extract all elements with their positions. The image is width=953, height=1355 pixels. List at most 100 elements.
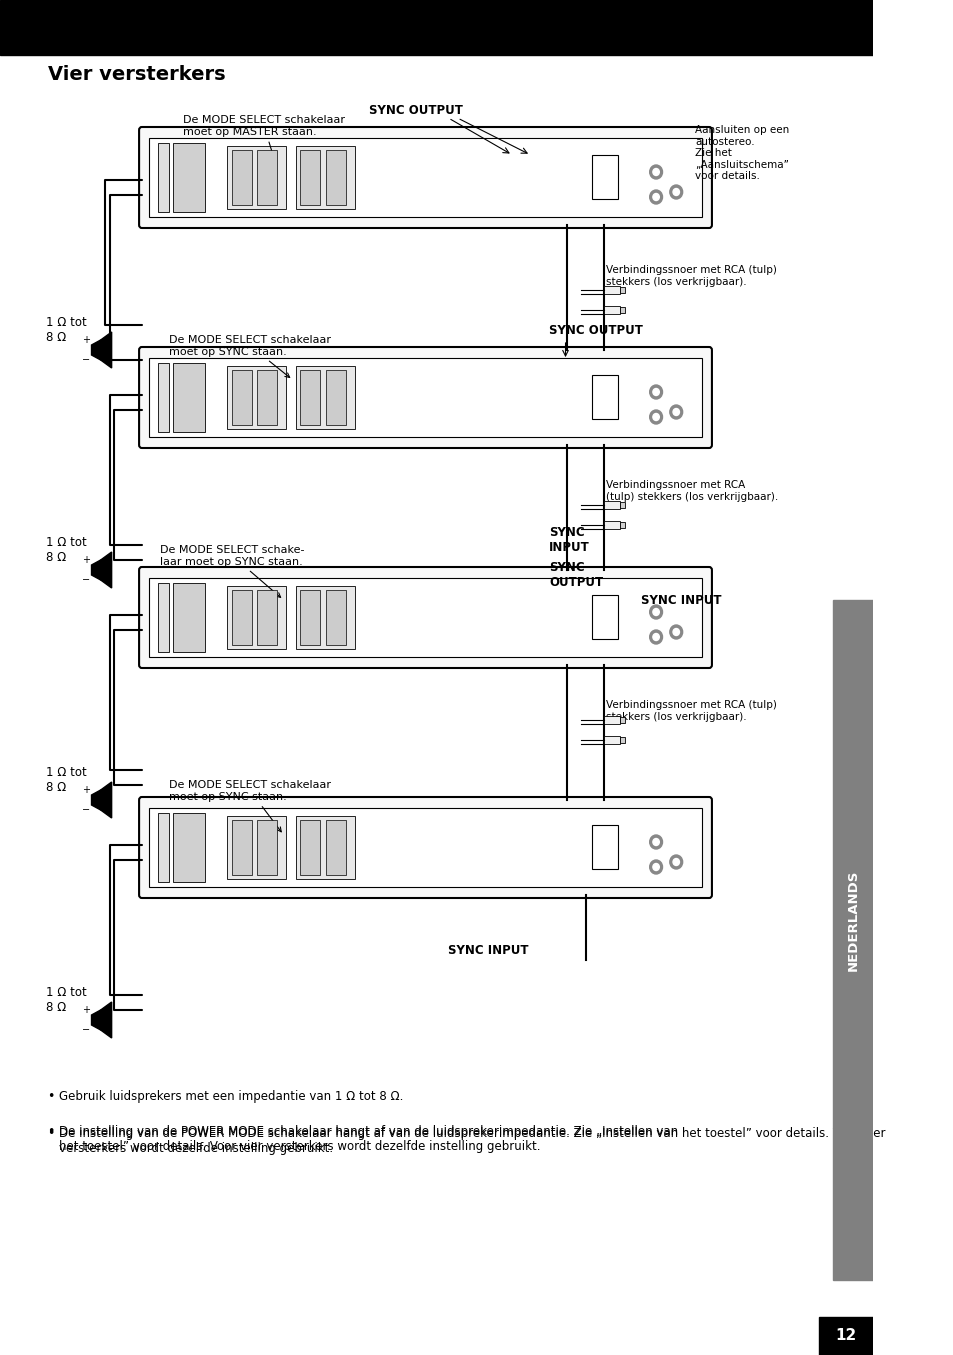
Text: Verbindingssnoer met RCA
(tulp) stekkers (los verkrijgbaar).: Verbindingssnoer met RCA (tulp) stekkers… xyxy=(605,480,778,501)
Text: 12: 12 xyxy=(834,1328,855,1344)
Bar xyxy=(257,589,277,645)
Bar xyxy=(325,820,346,875)
Text: Aansluiten op een
autostereo.
Zie het
„Aansluitschema”
voor details.: Aansluiten op een autostereo. Zie het „A… xyxy=(695,125,789,182)
Bar xyxy=(172,144,205,211)
Circle shape xyxy=(652,194,659,201)
Bar xyxy=(300,589,320,645)
Text: De MODE SELECT schakelaar
moet op SYNC staan.: De MODE SELECT schakelaar moet op SYNC s… xyxy=(169,335,331,378)
Bar xyxy=(227,816,286,879)
Text: SYNC INPUT: SYNC INPUT xyxy=(639,593,720,607)
Bar xyxy=(818,1317,872,1355)
Circle shape xyxy=(649,411,661,424)
Bar xyxy=(172,583,205,652)
Text: SYNC OUTPUT: SYNC OUTPUT xyxy=(549,324,642,336)
Bar xyxy=(300,150,320,205)
Circle shape xyxy=(669,405,682,419)
Text: •: • xyxy=(48,1089,55,1103)
Text: SYNC INPUT: SYNC INPUT xyxy=(448,943,528,957)
Bar xyxy=(257,150,277,205)
Bar xyxy=(603,286,619,294)
Bar xyxy=(619,308,624,313)
Bar xyxy=(325,150,346,205)
Circle shape xyxy=(652,863,659,870)
Circle shape xyxy=(669,855,682,869)
Text: Verbindingssnoer met RCA (tulp)
stekkers (los verkrijgbaar).: Verbindingssnoer met RCA (tulp) stekkers… xyxy=(605,701,776,722)
Circle shape xyxy=(652,168,659,176)
Bar xyxy=(232,589,252,645)
Polygon shape xyxy=(101,1001,112,1038)
Text: Gebruik luidsprekers met een impedantie van 1 Ω tot 8 Ω.: Gebruik luidsprekers met een impedantie … xyxy=(59,1089,403,1103)
Bar xyxy=(325,370,346,425)
Bar xyxy=(619,501,624,508)
Bar xyxy=(149,808,701,888)
Polygon shape xyxy=(91,1009,101,1030)
Circle shape xyxy=(649,604,661,619)
Bar xyxy=(619,737,624,743)
Text: SYNC
OUTPUT: SYNC OUTPUT xyxy=(549,561,602,589)
Bar xyxy=(300,820,320,875)
Circle shape xyxy=(652,389,659,396)
Circle shape xyxy=(672,859,679,866)
Text: De MODE SELECT schakelaar
moet op SYNC staan.: De MODE SELECT schakelaar moet op SYNC s… xyxy=(169,780,331,832)
Polygon shape xyxy=(91,340,101,360)
Text: 1 Ω tot
8 Ω: 1 Ω tot 8 Ω xyxy=(46,316,87,344)
Bar xyxy=(619,287,624,293)
Polygon shape xyxy=(101,782,112,818)
Polygon shape xyxy=(91,790,101,810)
Circle shape xyxy=(672,408,679,416)
Bar xyxy=(232,820,252,875)
Bar xyxy=(592,154,617,199)
Bar xyxy=(295,146,355,209)
Bar xyxy=(619,717,624,724)
Text: −: − xyxy=(82,805,90,814)
Text: +: + xyxy=(82,1005,90,1015)
Bar xyxy=(158,813,169,882)
Bar xyxy=(592,825,617,869)
Bar xyxy=(232,150,252,205)
Circle shape xyxy=(649,630,661,644)
Text: +: + xyxy=(82,556,90,565)
Bar xyxy=(257,820,277,875)
Text: De instelling van de POWER MODE schakelaar hangt af van de luidsprekerimpedantie: De instelling van de POWER MODE schakela… xyxy=(59,1127,885,1154)
Circle shape xyxy=(652,839,659,846)
Text: De instelling van de POWER MODE schakelaar hangt af van de luidsprekerimpedantie: De instelling van de POWER MODE schakela… xyxy=(59,1125,678,1153)
Circle shape xyxy=(652,634,659,641)
Text: SYNC OUTPUT: SYNC OUTPUT xyxy=(369,103,463,117)
Bar xyxy=(227,146,286,209)
Bar xyxy=(149,138,701,217)
Text: −: − xyxy=(82,1024,90,1035)
Circle shape xyxy=(669,186,682,199)
Text: −: − xyxy=(82,575,90,585)
Bar xyxy=(172,813,205,882)
Bar xyxy=(603,522,619,528)
Circle shape xyxy=(649,860,661,874)
Bar xyxy=(172,363,205,432)
Text: SYNC
INPUT: SYNC INPUT xyxy=(549,526,589,554)
Text: NEDERLANDS: NEDERLANDS xyxy=(845,870,859,970)
Text: De MODE SELECT schake-
laar moet op SYNC staan.: De MODE SELECT schake- laar moet op SYNC… xyxy=(160,545,304,598)
Circle shape xyxy=(652,413,659,420)
Bar xyxy=(325,589,346,645)
Text: •: • xyxy=(48,1125,55,1138)
FancyBboxPatch shape xyxy=(139,566,711,668)
Text: •: • xyxy=(48,1127,55,1140)
Bar xyxy=(592,375,617,419)
Polygon shape xyxy=(91,560,101,580)
Bar xyxy=(832,600,872,1280)
Text: Vier versterkers: Vier versterkers xyxy=(48,65,225,84)
Bar xyxy=(232,370,252,425)
Circle shape xyxy=(649,190,661,205)
Text: 1 Ω tot
8 Ω: 1 Ω tot 8 Ω xyxy=(46,537,87,564)
Text: −: − xyxy=(82,355,90,364)
Text: Verbindingssnoer met RCA (tulp)
stekkers (los verkrijgbaar).: Verbindingssnoer met RCA (tulp) stekkers… xyxy=(605,266,776,287)
Bar xyxy=(158,583,169,652)
Bar xyxy=(619,522,624,528)
Bar xyxy=(149,579,701,657)
Bar xyxy=(603,736,619,744)
Bar xyxy=(227,366,286,430)
Bar xyxy=(149,358,701,438)
Bar xyxy=(0,0,872,56)
Text: De MODE SELECT schakelaar
moet op MASTER staan.: De MODE SELECT schakelaar moet op MASTER… xyxy=(183,115,345,156)
Circle shape xyxy=(672,188,679,195)
Bar xyxy=(300,370,320,425)
